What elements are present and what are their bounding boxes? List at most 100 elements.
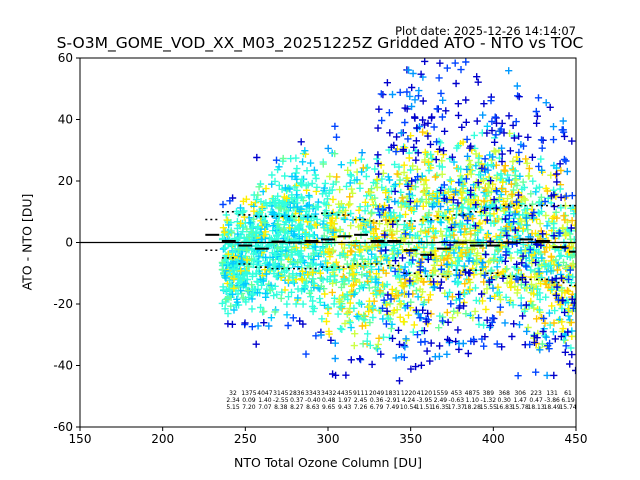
data-point <box>436 59 444 67</box>
data-point <box>303 167 311 175</box>
data-point <box>408 224 416 232</box>
data-point <box>534 285 542 293</box>
data-point <box>405 240 413 248</box>
data-point <box>299 215 307 223</box>
data-point <box>346 200 354 208</box>
data-point <box>366 341 374 349</box>
stats-cell: 3432 <box>321 390 336 397</box>
data-point <box>344 166 352 174</box>
data-point <box>399 318 408 326</box>
data-point <box>537 250 545 258</box>
data-point <box>506 147 514 155</box>
data-point <box>465 257 473 265</box>
data-point <box>543 222 551 230</box>
data-point <box>322 189 330 197</box>
data-point <box>401 118 409 127</box>
data-point <box>500 197 508 205</box>
data-point <box>348 282 356 290</box>
data-point <box>226 197 234 205</box>
data-point <box>530 290 538 298</box>
data-point <box>262 185 270 193</box>
stats-cell: 368 <box>498 390 510 397</box>
x-tick-label: 200 <box>151 432 174 446</box>
data-point <box>439 147 448 155</box>
data-point <box>242 279 250 288</box>
data-point <box>316 269 324 277</box>
data-point <box>477 254 485 263</box>
data-point <box>459 212 467 220</box>
data-point <box>313 215 321 223</box>
data-point <box>243 225 251 233</box>
data-point <box>427 339 435 347</box>
data-point <box>397 300 405 308</box>
data-point <box>552 291 560 299</box>
data-point <box>338 305 346 313</box>
data-point <box>364 202 372 210</box>
data-point <box>262 289 270 298</box>
data-point <box>261 228 270 236</box>
data-point <box>536 289 544 297</box>
data-point <box>288 227 296 235</box>
data-point <box>230 284 238 292</box>
data-point <box>481 333 489 341</box>
data-point <box>241 269 250 277</box>
data-point <box>329 228 337 236</box>
data-point <box>518 274 527 282</box>
data-point <box>275 262 283 270</box>
data-point <box>272 226 280 234</box>
data-point <box>452 79 460 88</box>
data-point <box>429 271 437 279</box>
data-point <box>308 179 316 188</box>
data-point <box>481 206 489 214</box>
data-point <box>398 282 406 290</box>
data-point <box>516 234 524 242</box>
data-point <box>403 174 411 182</box>
data-point <box>291 247 299 256</box>
data-point <box>375 105 383 113</box>
data-point <box>548 302 556 310</box>
data-point <box>538 144 546 152</box>
stats-cell: 9.65 <box>322 404 336 411</box>
data-point <box>406 231 414 239</box>
data-point <box>477 212 485 220</box>
stats-cell: -2.91 <box>385 397 401 404</box>
data-point <box>513 248 522 256</box>
data-point <box>487 177 495 185</box>
data-point <box>340 280 348 288</box>
data-point <box>404 311 413 319</box>
data-point <box>460 262 468 270</box>
data-point <box>515 93 523 101</box>
data-point <box>559 224 567 232</box>
data-point <box>299 158 307 166</box>
data-point <box>307 224 316 232</box>
data-point <box>248 295 256 303</box>
data-point <box>361 281 369 289</box>
data-point <box>492 273 500 281</box>
data-point <box>488 127 496 135</box>
stats-cell: 11.51 <box>416 404 433 411</box>
stats-cell: -3.95 <box>417 397 433 404</box>
data-point <box>557 166 565 175</box>
data-point <box>455 271 463 279</box>
stats-cell: 4047 <box>257 390 272 397</box>
data-point <box>508 190 516 198</box>
data-point <box>331 122 339 130</box>
data-point <box>410 321 418 329</box>
data-point <box>221 305 229 313</box>
stats-cell: 2.49 <box>434 397 448 404</box>
data-point <box>368 275 376 283</box>
data-point <box>410 143 418 151</box>
data-point <box>451 59 459 67</box>
data-point <box>371 165 379 173</box>
data-point <box>401 210 410 218</box>
data-point <box>271 177 279 185</box>
data-point <box>560 212 568 220</box>
data-point <box>462 310 470 318</box>
data-point <box>319 220 327 228</box>
data-point <box>401 144 409 152</box>
data-point <box>478 297 487 305</box>
data-point <box>434 213 442 221</box>
data-point <box>555 229 563 237</box>
data-point <box>391 267 399 275</box>
